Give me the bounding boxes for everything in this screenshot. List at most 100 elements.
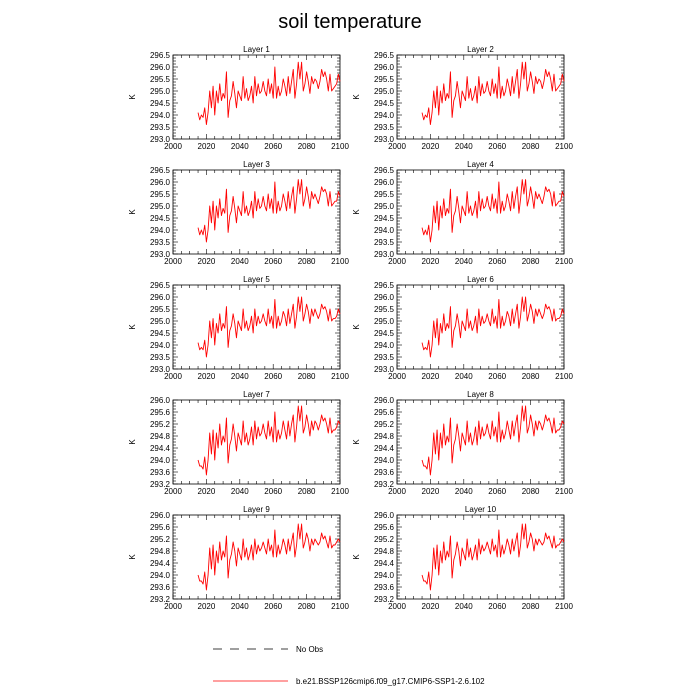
panel-5: Layer 5 K 2000 2020 2040 2060 2080 2100 293.0 293… [128, 275, 349, 381]
x-tick-label: 2100 [331, 372, 349, 381]
panel-title: Layer 5 [243, 275, 270, 284]
y-tick-label: 293.6 [150, 468, 171, 477]
y-tick-label: 295.2 [150, 420, 171, 429]
y-tick-label: 296.5 [374, 51, 395, 60]
series-line [197, 61, 341, 126]
panel-10: Layer 10 K 2000 2020 2040 2060 2080 2100 293.2 29… [352, 505, 573, 611]
y-tick-label: 293.5 [150, 238, 171, 247]
y-tick-label: 293.5 [150, 353, 171, 362]
y-tick-label: 296.5 [150, 166, 171, 175]
panel-title: Layer 1 [243, 45, 270, 54]
series-line [421, 523, 565, 591]
x-tick-label: 2040 [231, 372, 249, 381]
y-tick-label: 295.2 [150, 535, 171, 544]
y-tick-label: 293.2 [374, 595, 395, 604]
y-tick-label: 294.0 [150, 226, 171, 235]
panel-4: Layer 4 K 2000 2020 2040 2060 2080 2100 293.0 293… [352, 160, 573, 266]
y-tick-label: 295.5 [374, 75, 395, 84]
panel-8: Layer 8 K 2000 2020 2040 2060 2080 2100 293.2 293… [352, 390, 573, 496]
y-tick-label: 296.0 [374, 178, 395, 187]
y-axis-label: K [352, 94, 361, 100]
legend: No Obs b.e21.BSSP126cmip6.f09_g17.CMIP6-… [213, 645, 485, 686]
panel-frame [172, 54, 341, 140]
panel-title: Layer 7 [243, 390, 270, 399]
y-tick-label: 293.2 [374, 480, 395, 489]
x-tick-label: 2080 [522, 142, 540, 151]
y-tick-label: 295.5 [374, 190, 395, 199]
y-tick-label: 293.0 [150, 250, 171, 259]
x-tick-label: 2080 [522, 372, 540, 381]
y-tick-label: 295.5 [150, 305, 171, 314]
y-tick-label: 295.6 [150, 523, 171, 532]
x-tick-label: 2040 [231, 487, 249, 496]
x-tick-label: 2000 [164, 487, 182, 496]
x-tick-label: 2000 [388, 142, 406, 151]
y-tick-label: 294.8 [374, 547, 395, 556]
series-line [421, 405, 565, 476]
y-tick-label: 295.0 [150, 317, 171, 326]
y-tick-label: 294.5 [374, 99, 395, 108]
y-tick-label: 296.5 [150, 281, 171, 290]
panel-frame [396, 169, 565, 255]
y-axis-label: K [128, 439, 137, 445]
y-tick-label: 294.5 [150, 329, 171, 338]
y-tick-label: 295.6 [374, 408, 395, 417]
x-tick-label: 2040 [455, 257, 473, 266]
legend-obs-label: No Obs [296, 645, 323, 654]
panel-7: Layer 7 K 2000 2020 2040 2060 2080 2100 293.2 293… [128, 390, 349, 496]
y-tick-label: 296.0 [150, 178, 171, 187]
y-tick-label: 294.0 [150, 341, 171, 350]
y-tick-label: 296.5 [374, 281, 395, 290]
x-tick-label: 2000 [164, 257, 182, 266]
panel-frame [396, 514, 565, 600]
panel-frame [172, 169, 341, 255]
y-tick-label: 295.5 [374, 305, 395, 314]
y-tick-label: 294.4 [374, 444, 395, 453]
x-tick-label: 2060 [264, 142, 282, 151]
y-tick-label: 296.0 [150, 511, 171, 520]
x-tick-label: 2020 [422, 372, 440, 381]
y-tick-label: 295.0 [374, 87, 395, 96]
y-tick-label: 296.0 [374, 511, 395, 520]
figure-title: soil temperature [278, 11, 421, 33]
y-tick-label: 296.5 [374, 166, 395, 175]
panel-frame [396, 54, 565, 140]
x-tick-label: 2040 [455, 372, 473, 381]
x-tick-label: 2080 [298, 487, 316, 496]
x-tick-label: 2080 [298, 372, 316, 381]
y-tick-label: 295.0 [150, 202, 171, 211]
panel-title: Layer 3 [243, 160, 270, 169]
x-tick-label: 2040 [231, 602, 249, 611]
y-tick-label: 294.8 [150, 547, 171, 556]
y-tick-label: 294.0 [374, 226, 395, 235]
y-tick-label: 295.6 [374, 523, 395, 532]
x-tick-label: 2040 [231, 142, 249, 151]
y-tick-label: 293.0 [150, 365, 171, 374]
y-tick-label: 294.8 [150, 432, 171, 441]
x-tick-label: 2020 [198, 257, 216, 266]
x-tick-label: 2060 [264, 372, 282, 381]
series-line [197, 179, 341, 243]
panel-grid: Layer 1 K 2000 2020 2040 2060 2080 2100 293.0 293… [128, 45, 573, 611]
y-tick-label: 293.5 [374, 238, 395, 247]
panel-title: Layer 8 [467, 390, 494, 399]
y-tick-label: 294.0 [374, 456, 395, 465]
series-line [421, 61, 565, 126]
panel-title: Layer 6 [467, 275, 494, 284]
y-tick-label: 293.2 [150, 595, 171, 604]
y-tick-label: 296.0 [150, 293, 171, 302]
x-tick-label: 2060 [488, 142, 506, 151]
y-tick-label: 295.2 [374, 420, 395, 429]
y-axis-label: K [352, 209, 361, 215]
y-tick-label: 294.5 [150, 214, 171, 223]
y-tick-label: 293.0 [150, 135, 171, 144]
x-tick-label: 2000 [388, 372, 406, 381]
x-tick-label: 2100 [555, 372, 573, 381]
y-tick-label: 293.5 [150, 123, 171, 132]
y-tick-label: 294.0 [150, 571, 171, 580]
y-tick-label: 295.0 [150, 87, 171, 96]
panel-title: Layer 9 [243, 505, 270, 514]
y-tick-label: 294.0 [374, 111, 395, 120]
x-tick-label: 2020 [422, 257, 440, 266]
